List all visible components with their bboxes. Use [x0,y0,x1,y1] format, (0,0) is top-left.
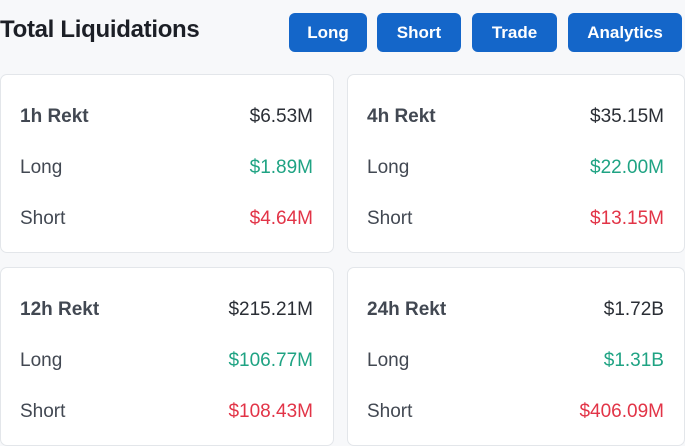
stat-row: Long $22.00M [367,156,664,180]
nav-button[interactable]: Analytics [568,13,682,52]
stat-row: 4h Rekt $35.15M [367,105,664,129]
stat-value: $215.21M [228,299,313,320]
stat-row: Short $108.43M [20,400,313,424]
stat-value: $1.72B [603,299,664,320]
nav-button[interactable]: Long [289,13,367,52]
stat-row: Long $106.77M [20,349,313,373]
page-title: Total Liquidations [0,16,200,43]
stat-card: 4h Rekt $35.15M Long $22.00M Short $13.15M [347,74,685,253]
stat-label: 12h Rekt [20,299,100,320]
nav-button[interactable]: Trade [472,13,557,52]
stat-row: 24h Rekt $1.72B [367,298,664,322]
stat-label: Short [20,208,66,229]
stat-label: 24h Rekt [367,299,447,320]
stat-label: 1h Rekt [20,106,89,127]
stat-value: $108.43M [228,401,313,422]
stat-label: 4h Rekt [367,106,436,127]
stat-label: Short [20,401,66,422]
stat-card: 1h Rekt $6.53M Long $1.89M Short $4.64M [0,74,334,253]
stat-value: $13.15M [590,208,664,229]
stat-row: Long $1.31B [367,349,664,373]
stat-row: 12h Rekt $215.21M [20,298,313,322]
stat-value: $1.31B [603,350,664,371]
stat-value: $406.09M [579,401,664,422]
stat-value: $106.77M [228,350,313,371]
nav-button[interactable]: Short [377,13,461,52]
stat-label: Long [20,157,63,178]
stat-row: Long $1.89M [20,156,313,180]
stat-card: 24h Rekt $1.72B Long $1.31B Short $406.09M [347,267,685,446]
stat-value: $22.00M [590,157,664,178]
stat-value: $1.89M [249,157,313,178]
stat-label: Long [20,350,63,371]
stat-row: Short $406.09M [367,400,664,424]
stat-value: $4.64M [249,208,313,229]
stat-label: Long [367,157,410,178]
stat-row: 1h Rekt $6.53M [20,105,313,129]
stat-card: 12h Rekt $215.21M Long $106.77M Short $108.43… [0,267,334,446]
stat-row: Short $4.64M [20,207,313,231]
stat-label: Short [367,401,413,422]
stat-label: Short [367,208,413,229]
stat-label: Long [367,350,410,371]
stat-value: $35.15M [590,106,664,127]
stat-row: Short $13.15M [367,207,664,231]
stat-value: $6.53M [249,106,313,127]
